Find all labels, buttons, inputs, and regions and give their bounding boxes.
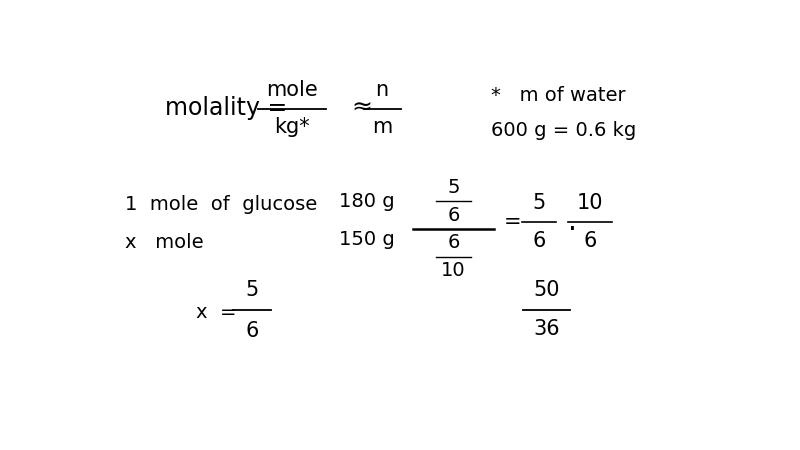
Text: molality =: molality =	[165, 96, 287, 120]
Text: 180 g: 180 g	[338, 192, 394, 211]
Text: .: .	[568, 208, 577, 236]
Text: 150 g: 150 g	[338, 230, 394, 249]
Text: 10: 10	[577, 193, 603, 213]
Text: 10: 10	[441, 261, 466, 280]
Text: x  =: x =	[196, 303, 237, 322]
Text: 6: 6	[447, 206, 459, 225]
Text: 6: 6	[246, 321, 258, 341]
Text: kg*: kg*	[274, 117, 310, 137]
Text: *   m of water: * m of water	[490, 86, 626, 105]
Text: m: m	[372, 117, 392, 137]
Text: ≈: ≈	[351, 96, 372, 120]
Text: =: =	[504, 212, 522, 232]
Text: 600 g = 0.6 kg: 600 g = 0.6 kg	[490, 121, 636, 140]
Text: 6: 6	[532, 231, 546, 251]
Text: 1  mole  of  glucose: 1 mole of glucose	[125, 195, 317, 214]
Text: n: n	[375, 81, 389, 100]
Text: 36: 36	[533, 320, 560, 339]
Text: 5: 5	[532, 193, 546, 213]
Text: 6: 6	[447, 234, 459, 252]
Text: 5: 5	[447, 178, 460, 197]
Text: 6: 6	[583, 231, 597, 251]
Text: 50: 50	[533, 279, 560, 300]
Text: 5: 5	[246, 279, 258, 300]
Text: mole: mole	[266, 81, 318, 100]
Text: x   mole: x mole	[125, 234, 203, 252]
